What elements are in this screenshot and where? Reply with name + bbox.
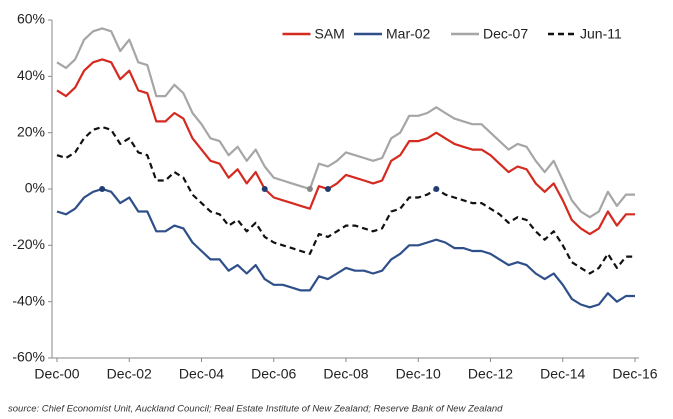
x-tick-label: Dec-00 <box>34 366 79 382</box>
y-tick-label: -40% <box>12 292 45 308</box>
x-tick-label: Dec-06 <box>251 366 296 382</box>
x-tick-label: Dec-04 <box>179 366 224 382</box>
x-tick-label: Dec-10 <box>396 366 441 382</box>
y-tick-label: 20% <box>17 123 45 139</box>
series-line <box>56 187 635 309</box>
series-line <box>56 27 635 219</box>
y-tick-label: 0% <box>25 180 45 196</box>
reference-point <box>433 186 440 192</box>
legend-label: Jun-11 <box>580 26 622 42</box>
y-tick-label: 60% <box>17 11 45 27</box>
source-note: source: Chief Economist Unit, Auckland C… <box>8 404 503 415</box>
legend-label: SAM <box>315 26 345 42</box>
reference-point <box>324 186 331 192</box>
x-tick-label: Dec-12 <box>468 366 513 382</box>
legend-label: Dec-07 <box>483 26 528 42</box>
x-tick-label: Dec-14 <box>540 366 585 382</box>
y-tick-label: 40% <box>17 67 45 83</box>
reference-point <box>306 186 313 192</box>
reference-point <box>261 186 268 192</box>
x-tick-label: Dec-08 <box>323 366 368 382</box>
x-tick-label: Dec-02 <box>107 366 152 382</box>
series-line <box>56 58 635 236</box>
y-tick-label: -60% <box>12 349 45 365</box>
y-tick-label: -20% <box>12 236 45 252</box>
series-line <box>56 125 635 275</box>
x-tick-label: Dec-16 <box>612 366 657 382</box>
legend-label: Mar-02 <box>386 26 431 42</box>
reference-point <box>99 186 106 192</box>
